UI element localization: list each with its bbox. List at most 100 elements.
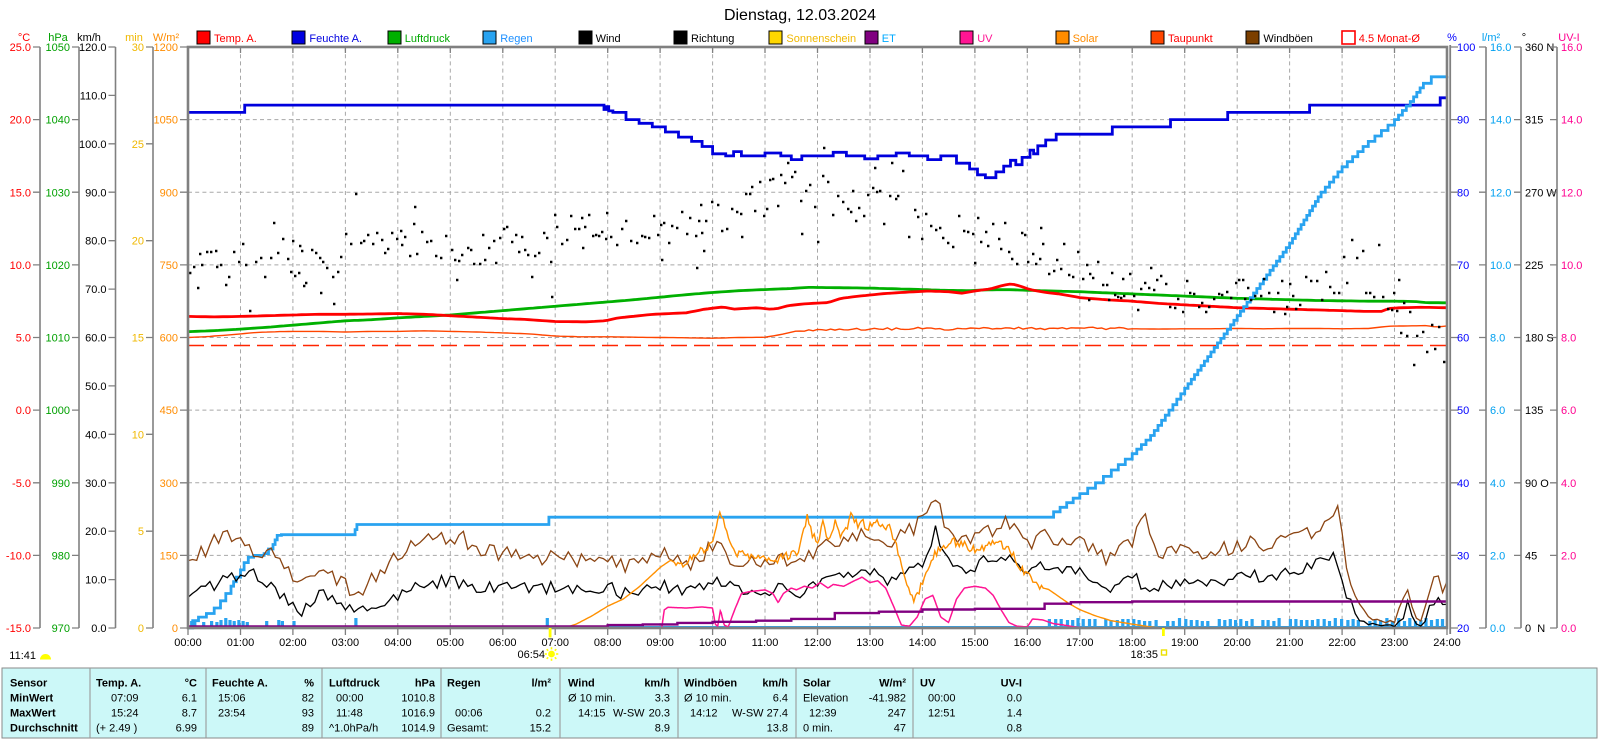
svg-text:Feuchte A.: Feuchte A. xyxy=(309,33,362,45)
svg-text:Solar: Solar xyxy=(1073,33,1099,45)
svg-text:0.0: 0.0 xyxy=(91,623,106,635)
svg-text:UV: UV xyxy=(977,33,993,45)
svg-text:11:48: 11:48 xyxy=(336,708,363,720)
svg-text:1050: 1050 xyxy=(46,42,70,54)
svg-text:5.0: 5.0 xyxy=(16,333,31,345)
svg-text:5: 5 xyxy=(138,526,144,538)
svg-text:12:51: 12:51 xyxy=(928,708,956,720)
svg-text:15:00: 15:00 xyxy=(961,637,989,649)
svg-text:°C: °C xyxy=(185,678,197,690)
svg-text:hPa: hPa xyxy=(48,32,68,44)
svg-text:20: 20 xyxy=(132,236,144,248)
svg-text:2.0: 2.0 xyxy=(1490,550,1505,562)
svg-text:750: 750 xyxy=(160,260,178,272)
svg-text:1000: 1000 xyxy=(46,405,70,417)
svg-text:Solar: Solar xyxy=(803,678,831,690)
svg-text:80.0: 80.0 xyxy=(85,236,106,248)
svg-text:14:12: 14:12 xyxy=(690,708,718,720)
svg-text:1050: 1050 xyxy=(154,115,178,127)
svg-text:0.0: 0.0 xyxy=(1490,623,1505,635)
svg-text:UV-I: UV-I xyxy=(1558,32,1579,44)
svg-text:16:00: 16:00 xyxy=(1014,637,1042,649)
svg-text:10.0: 10.0 xyxy=(10,260,31,272)
svg-text:(+ 2.49 ): (+ 2.49 ) xyxy=(96,723,137,735)
svg-text:12.0: 12.0 xyxy=(1561,187,1582,199)
svg-text:Gesamt:: Gesamt: xyxy=(447,723,489,735)
svg-text:Elevation: Elevation xyxy=(803,693,848,705)
svg-text:315: 315 xyxy=(1525,115,1543,127)
svg-text:-5.0: -5.0 xyxy=(12,478,31,490)
svg-text:20: 20 xyxy=(1457,623,1469,635)
svg-text:W-SW: W-SW xyxy=(613,708,645,720)
svg-text:93: 93 xyxy=(302,708,314,720)
svg-text:20.3: 20.3 xyxy=(649,708,670,720)
svg-text:180 S: 180 S xyxy=(1525,333,1554,345)
svg-text:82: 82 xyxy=(302,693,314,705)
svg-text:450: 450 xyxy=(160,405,178,417)
svg-text:15.0: 15.0 xyxy=(10,187,31,199)
svg-text:l/m²: l/m² xyxy=(531,678,551,690)
svg-text:Regen: Regen xyxy=(447,678,481,690)
svg-text:04:00: 04:00 xyxy=(384,637,412,649)
svg-text:Ø 10 min.: Ø 10 min. xyxy=(684,693,732,705)
svg-text:100: 100 xyxy=(1457,42,1475,54)
svg-text:08:00: 08:00 xyxy=(594,637,622,649)
svg-text:00:00: 00:00 xyxy=(336,693,364,705)
svg-text:0: 0 xyxy=(172,623,178,635)
svg-text:06:54: 06:54 xyxy=(517,649,545,661)
svg-text:1200: 1200 xyxy=(154,42,178,54)
svg-text:4.0: 4.0 xyxy=(1490,478,1505,490)
svg-text:km/h: km/h xyxy=(77,32,101,44)
svg-text:14.0: 14.0 xyxy=(1490,115,1511,127)
svg-text:%: % xyxy=(304,678,314,690)
svg-text:^1.0hPa/h: ^1.0hPa/h xyxy=(329,723,378,735)
svg-text:Richtung: Richtung xyxy=(691,33,734,45)
svg-text:600: 600 xyxy=(160,333,178,345)
svg-text:27.4: 27.4 xyxy=(767,708,788,720)
svg-text:8.0: 8.0 xyxy=(1561,333,1576,345)
svg-text:1020: 1020 xyxy=(46,260,70,272)
svg-text:l/m²: l/m² xyxy=(1482,32,1501,44)
svg-text:%: % xyxy=(1447,32,1457,44)
svg-text:110.0: 110.0 xyxy=(80,90,107,102)
svg-text:12:00: 12:00 xyxy=(804,637,832,649)
svg-text:45: 45 xyxy=(1525,550,1537,562)
svg-text:1.4: 1.4 xyxy=(1007,708,1022,720)
svg-text:3.3: 3.3 xyxy=(655,693,670,705)
svg-text:30.0: 30.0 xyxy=(85,478,106,490)
svg-text:0.0: 0.0 xyxy=(1007,693,1022,705)
svg-text:0: 0 xyxy=(138,623,144,635)
svg-text:10: 10 xyxy=(132,429,144,441)
svg-text:06:00: 06:00 xyxy=(489,637,517,649)
svg-text:14.0: 14.0 xyxy=(1561,115,1582,127)
svg-text:11:00: 11:00 xyxy=(752,637,779,649)
svg-text:hPa: hPa xyxy=(415,678,436,690)
svg-text:10.0: 10.0 xyxy=(85,575,106,587)
svg-text:-41.982: -41.982 xyxy=(869,693,906,705)
svg-text:980: 980 xyxy=(52,550,70,562)
svg-text:-15.0: -15.0 xyxy=(6,623,31,635)
svg-text:1010: 1010 xyxy=(46,333,70,345)
svg-text:km/h: km/h xyxy=(644,678,670,690)
svg-text:2.0: 2.0 xyxy=(1561,550,1576,562)
svg-text:km/h: km/h xyxy=(762,678,788,690)
svg-text:970: 970 xyxy=(52,623,70,635)
svg-text:270 W: 270 W xyxy=(1525,187,1557,199)
svg-text:Windböen: Windböen xyxy=(1263,33,1313,45)
svg-text:247: 247 xyxy=(888,708,906,720)
svg-text:°: ° xyxy=(1522,32,1526,44)
svg-text:18:00: 18:00 xyxy=(1118,637,1146,649)
svg-text:min: min xyxy=(125,32,143,44)
svg-text:°C: °C xyxy=(18,32,30,44)
svg-text:00:06: 00:06 xyxy=(455,708,483,720)
svg-text:MinWert: MinWert xyxy=(10,693,54,705)
svg-text:12.0: 12.0 xyxy=(1490,187,1511,199)
svg-text:0 N: 0 N xyxy=(1525,623,1545,635)
svg-text:14:15: 14:15 xyxy=(578,708,606,720)
svg-text:150: 150 xyxy=(160,550,178,562)
svg-text:900: 900 xyxy=(160,187,178,199)
svg-text:47: 47 xyxy=(894,723,906,735)
svg-text:Windböen: Windböen xyxy=(684,678,737,690)
svg-text:15:06: 15:06 xyxy=(218,693,246,705)
svg-text:16.0: 16.0 xyxy=(1561,42,1582,54)
